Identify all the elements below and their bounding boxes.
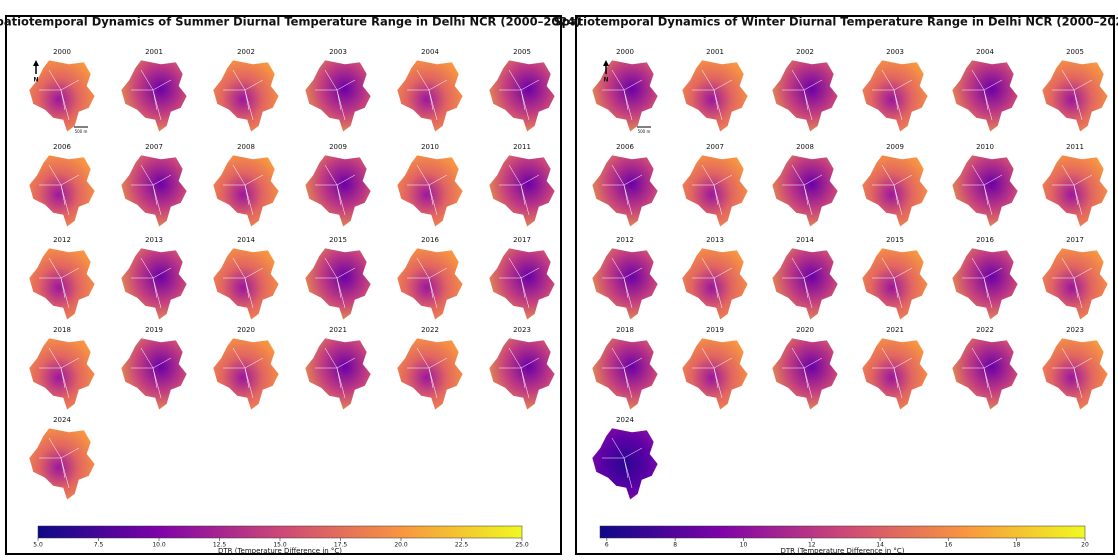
year-label: 2010 (976, 143, 994, 151)
year-label: 2003 (329, 48, 347, 56)
year-label: 2013 (706, 236, 724, 244)
year-label: 2004 (976, 48, 994, 56)
year-label: 2015 (886, 236, 904, 244)
year-label: 2019 (145, 326, 163, 334)
colorbar (38, 526, 522, 538)
year-label: 2006 (53, 143, 71, 151)
year-label: 2024 (616, 416, 634, 424)
year-label: 2004 (421, 48, 439, 56)
year-label: 2020 (237, 326, 255, 334)
north-arrow-head (33, 60, 39, 66)
year-label: 2006 (616, 143, 634, 151)
year-label: 2014 (237, 236, 255, 244)
colorbar-tick-label: 18 (1013, 542, 1021, 549)
colorbar-tick-label: 16 (945, 542, 953, 549)
colorbar-tick-label: 6 (605, 542, 609, 549)
year-label: 2013 (145, 236, 163, 244)
year-label: 2022 (421, 326, 439, 334)
scale-label: 500 m (75, 129, 88, 134)
colorbar-tick-label: 5.0 (33, 542, 43, 549)
year-label: 2003 (886, 48, 904, 56)
colorbar-tick-label: 22.5 (455, 542, 469, 549)
year-label: 2011 (1066, 143, 1084, 151)
year-label: 2007 (145, 143, 163, 151)
year-label: 2001 (706, 48, 724, 56)
year-label: 2020 (796, 326, 814, 334)
year-label: 2001 (145, 48, 163, 56)
year-label: 2008 (237, 143, 255, 151)
year-label: 2012 (53, 236, 71, 244)
year-label: 2005 (1066, 48, 1084, 56)
panel-title: Spatiotemporal Dynamics of Winter Diurna… (553, 15, 1118, 29)
year-label: 2012 (616, 236, 634, 244)
year-label: 2022 (976, 326, 994, 334)
year-label: 2015 (329, 236, 347, 244)
colorbar-tick-label: 20.0 (394, 542, 408, 549)
year-label: 2007 (706, 143, 724, 151)
year-label: 2018 (53, 326, 71, 334)
colorbar-tick-label: 7.5 (94, 542, 104, 549)
year-label: 2009 (886, 143, 904, 151)
colorbar-label: DTR (Temperature Difference in °C) (218, 547, 342, 555)
colorbar-tick-label: 20 (1081, 542, 1089, 549)
colorbar-label: DTR (Temperature Difference in °C) (780, 547, 904, 555)
year-label: 2000 (616, 48, 634, 56)
year-label: 2008 (796, 143, 814, 151)
north-label: N (603, 77, 608, 84)
year-label: 2017 (1066, 236, 1084, 244)
year-label: 2000 (53, 48, 71, 56)
panel-title: Spatiotemporal Dynamics of Summer Diurna… (0, 15, 581, 29)
year-label: 2017 (513, 236, 531, 244)
scale-label: 500 m (638, 129, 651, 134)
year-label: 2021 (886, 326, 904, 334)
colorbar (600, 526, 1085, 538)
year-label: 2009 (329, 143, 347, 151)
year-label: 2005 (513, 48, 531, 56)
year-label: 2023 (1066, 326, 1084, 334)
north-label: N (33, 77, 38, 84)
year-label: 2011 (513, 143, 531, 151)
figure: Spatiotemporal Dynamics of Summer Diurna… (0, 0, 1118, 556)
year-label: 2002 (237, 48, 255, 56)
colorbar-tick-label: 10.0 (152, 542, 166, 549)
year-label: 2014 (796, 236, 814, 244)
year-label: 2010 (421, 143, 439, 151)
year-label: 2024 (53, 416, 71, 424)
year-label: 2021 (329, 326, 347, 334)
year-label: 2002 (796, 48, 814, 56)
year-label: 2019 (706, 326, 724, 334)
year-label: 2023 (513, 326, 531, 334)
year-label: 2018 (616, 326, 634, 334)
year-label: 2016 (976, 236, 994, 244)
colorbar-tick-label: 10 (740, 542, 748, 549)
year-label: 2016 (421, 236, 439, 244)
north-arrow-head (603, 60, 609, 66)
colorbar-tick-label: 8 (673, 542, 677, 549)
colorbar-tick-label: 25.0 (515, 542, 529, 549)
